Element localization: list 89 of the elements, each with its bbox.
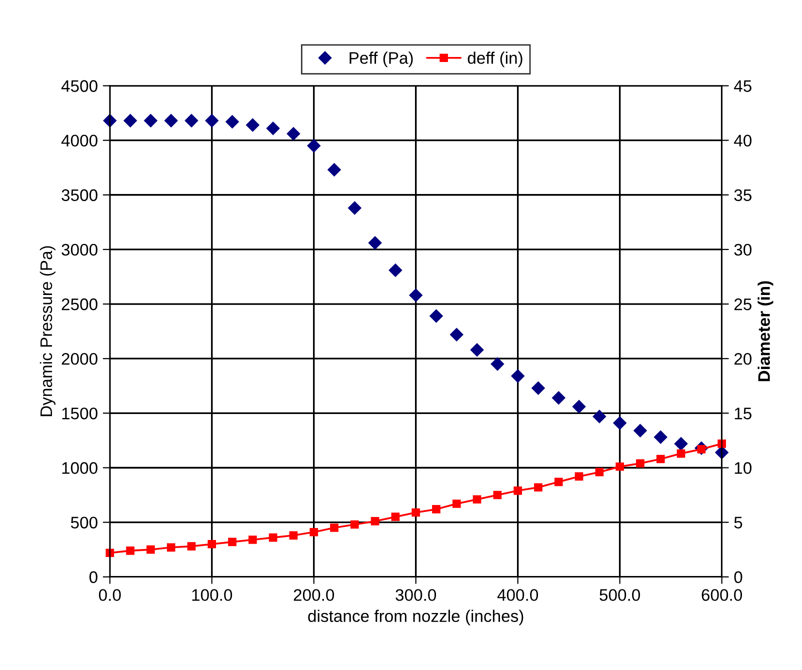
point bbox=[126, 546, 134, 555]
y2-tick-label: 10 bbox=[734, 462, 752, 474]
point bbox=[391, 512, 400, 522]
point bbox=[266, 122, 280, 135]
point bbox=[226, 115, 239, 128]
point bbox=[268, 533, 278, 542]
point bbox=[248, 536, 257, 544]
point bbox=[552, 391, 566, 404]
x-tick-label: 100.0 bbox=[192, 589, 232, 601]
y2-tick-label: 35 bbox=[734, 189, 752, 202]
point bbox=[656, 454, 665, 464]
point bbox=[554, 478, 563, 486]
point bbox=[674, 437, 688, 450]
y2-tick-label: 0 bbox=[734, 571, 742, 584]
point bbox=[368, 236, 382, 250]
x-tick-label: 300.0 bbox=[396, 589, 436, 601]
point bbox=[574, 472, 584, 481]
y-tick-label: 3000 bbox=[62, 244, 98, 256]
point bbox=[286, 127, 300, 140]
y2-tick-label: 20 bbox=[734, 353, 752, 365]
point bbox=[328, 163, 341, 176]
legend-label: Peff (Pa) bbox=[350, 52, 413, 68]
point bbox=[144, 114, 158, 128]
y-tick-label: 2500 bbox=[62, 298, 98, 310]
y-tick-label: 3500 bbox=[62, 189, 98, 202]
point bbox=[187, 542, 196, 550]
point bbox=[228, 538, 236, 546]
point bbox=[184, 114, 198, 128]
point bbox=[616, 462, 624, 471]
point bbox=[595, 468, 604, 476]
point bbox=[636, 459, 644, 468]
y-tick-label: 500 bbox=[70, 516, 98, 529]
y-tick-label: 0 bbox=[89, 571, 98, 584]
point bbox=[592, 410, 606, 424]
x-tick-label: 0.0 bbox=[98, 589, 121, 601]
point bbox=[348, 201, 362, 215]
point bbox=[490, 357, 504, 371]
y2-tick-label: 5 bbox=[734, 516, 742, 529]
point bbox=[514, 486, 522, 495]
x-tick-label: 600.0 bbox=[702, 589, 742, 601]
point bbox=[676, 449, 686, 458]
y2-tick-label: 45 bbox=[734, 80, 752, 92]
point bbox=[246, 118, 260, 132]
point bbox=[470, 343, 484, 356]
point bbox=[534, 483, 542, 492]
y2-axis-title: Diameter (in) bbox=[758, 281, 774, 382]
point bbox=[164, 114, 178, 128]
point bbox=[409, 288, 422, 302]
point bbox=[511, 369, 524, 383]
point bbox=[654, 430, 668, 444]
point bbox=[166, 543, 176, 552]
point bbox=[634, 424, 647, 438]
point bbox=[532, 381, 545, 395]
point bbox=[613, 416, 626, 430]
y-tick-label: 1500 bbox=[62, 408, 98, 420]
point bbox=[330, 524, 338, 532]
point bbox=[452, 500, 461, 508]
point bbox=[350, 520, 359, 529]
y2-tick-label: 40 bbox=[734, 134, 752, 147]
point bbox=[146, 545, 155, 554]
y2-tick-label: 25 bbox=[734, 298, 752, 310]
y-tick-label: 1000 bbox=[62, 462, 98, 474]
x-axis-title: distance from nozzle (inches) bbox=[308, 610, 524, 626]
y-tick-label: 2000 bbox=[62, 353, 98, 365]
point bbox=[208, 540, 216, 548]
y2-tick-label: 15 bbox=[734, 408, 752, 420]
point bbox=[205, 114, 218, 128]
point bbox=[388, 264, 402, 277]
point bbox=[310, 528, 318, 536]
legend-label: deff (in) bbox=[468, 52, 522, 68]
point bbox=[432, 505, 440, 514]
y-axis-title: Dynamic Pressure (Pa) bbox=[40, 246, 56, 416]
point bbox=[106, 548, 114, 558]
point bbox=[289, 531, 298, 540]
point bbox=[307, 139, 320, 152]
point bbox=[370, 517, 380, 526]
y2-tick-label: 30 bbox=[734, 244, 752, 256]
x-tick-label: 200.0 bbox=[294, 589, 334, 601]
point bbox=[430, 309, 443, 323]
point bbox=[493, 490, 502, 500]
y-tick-label: 4000 bbox=[61, 134, 98, 147]
x-tick-label: 500.0 bbox=[600, 589, 640, 601]
point bbox=[472, 495, 482, 504]
point bbox=[412, 508, 420, 517]
y-tick-label: 4500 bbox=[61, 80, 98, 92]
point bbox=[450, 328, 464, 342]
point bbox=[124, 114, 137, 128]
x-tick-label: 400.0 bbox=[497, 589, 538, 601]
point bbox=[572, 400, 586, 414]
